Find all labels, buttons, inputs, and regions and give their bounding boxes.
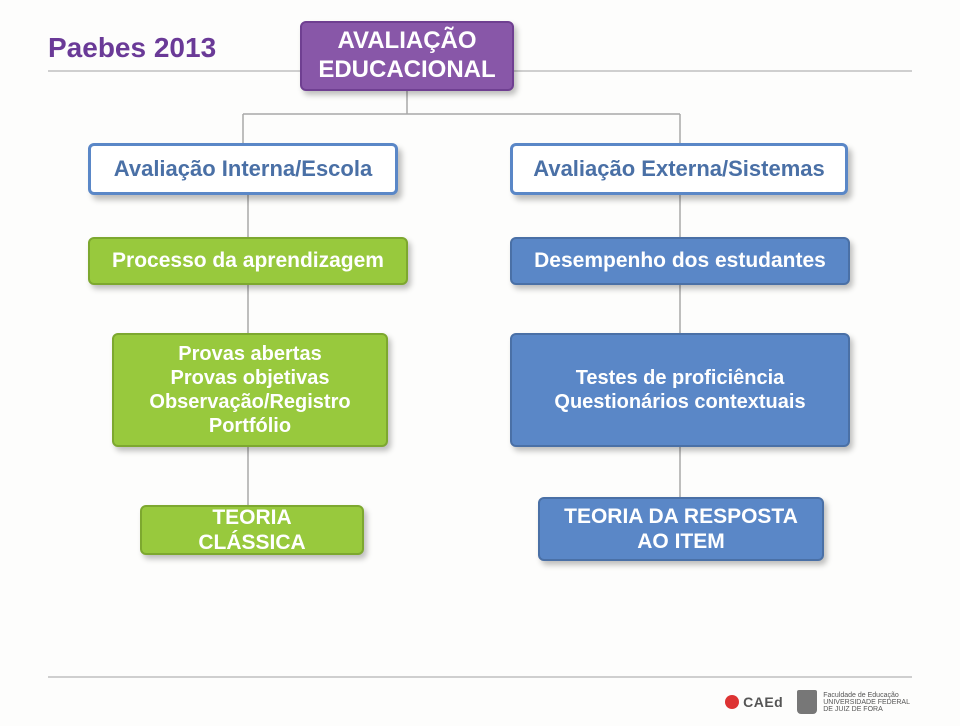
node-root-label: AVALIAÇÃOEDUCACIONAL [318, 27, 495, 85]
node-right-2-label: Desempenho dos estudantes [534, 248, 826, 273]
ufjf-line1: Faculdade de Educação [823, 692, 910, 699]
logo-ufjf: Faculdade de Educação UNIVERSIDADE FEDER… [797, 690, 910, 714]
node-right-3-label: Testes de proficiênciaQuestionários cont… [554, 366, 805, 414]
node-right-4: TEORIA DA RESPOSTAAO ITEM [538, 497, 824, 561]
caed-dot-icon [725, 695, 739, 709]
node-left-4-label: TEORIA CLÁSSICA [158, 505, 346, 555]
footer-divider [48, 676, 912, 678]
node-right-1-label: Avaliação Externa/Sistemas [533, 156, 824, 182]
node-right-2: Desempenho dos estudantes [510, 237, 850, 285]
node-right-4-label: TEORIA DA RESPOSTAAO ITEM [564, 504, 798, 554]
node-left-2: Processo da aprendizagem [88, 237, 408, 285]
node-left-2-label: Processo da aprendizagem [112, 248, 384, 273]
ufjf-line2: UNIVERSIDADE FEDERAL [823, 699, 910, 706]
node-left-1: Avaliação Interna/Escola [88, 143, 398, 195]
node-left-1-label: Avaliação Interna/Escola [114, 156, 372, 182]
node-right-1: Avaliação Externa/Sistemas [510, 143, 848, 195]
logo-caed-text: CAEd [743, 694, 783, 710]
node-root: AVALIAÇÃOEDUCACIONAL [300, 21, 514, 91]
logo-caed: CAEd [725, 694, 783, 710]
ufjf-line3: DE JUIZ DE FORA [823, 706, 910, 713]
ufjf-crest-icon [797, 690, 817, 714]
node-right-3: Testes de proficiênciaQuestionários cont… [510, 333, 850, 447]
node-left-3-label: Provas abertasProvas objetivasObservação… [149, 342, 350, 438]
footer-logos: CAEd Faculdade de Educação UNIVERSIDADE … [725, 690, 910, 714]
node-left-4: TEORIA CLÁSSICA [140, 505, 364, 555]
node-left-3: Provas abertasProvas objetivasObservação… [112, 333, 388, 447]
